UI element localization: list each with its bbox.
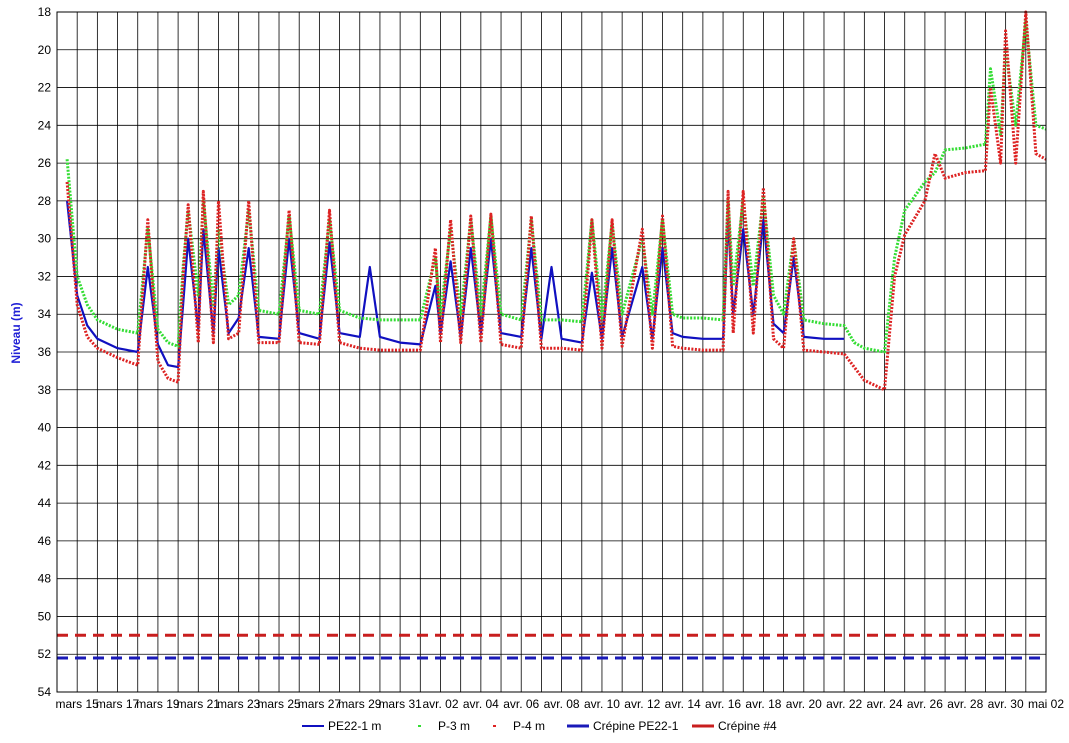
y-tick-label: 46 bbox=[38, 534, 52, 548]
x-tick-label: avr. 22 bbox=[826, 697, 862, 711]
legend-item: P-3 m bbox=[418, 719, 470, 733]
y-tick-label: 32 bbox=[38, 269, 52, 283]
x-tick-label: mars 29 bbox=[338, 697, 382, 711]
x-tick-label: mars 17 bbox=[96, 697, 140, 711]
x-tick-label: mars 23 bbox=[217, 697, 261, 711]
y-tick-label: 40 bbox=[38, 421, 52, 435]
axes: 18 20 22 24 26 28 30 32 34 36 38 40 42 44 46 48 50 52 54 ma… bbox=[38, 5, 1065, 711]
x-tick-label: mars 25 bbox=[257, 697, 301, 711]
legend-item: Crépine #4 bbox=[692, 719, 777, 733]
y-tick-label: 24 bbox=[38, 118, 52, 132]
y-tick-label: 30 bbox=[38, 232, 52, 246]
x-tick-label: avr. 26 bbox=[907, 697, 943, 711]
y-tick-label: 44 bbox=[38, 496, 52, 510]
y-tick-label: 20 bbox=[38, 43, 52, 57]
y-tick-label: 28 bbox=[38, 194, 52, 208]
x-tick-label: mars 21 bbox=[177, 697, 221, 711]
x-tick-label: mars 15 bbox=[56, 697, 100, 711]
x-tick-label: avr. 02 bbox=[422, 697, 458, 711]
y-tick-label: 34 bbox=[38, 307, 52, 321]
x-tick-label: avr. 20 bbox=[786, 697, 822, 711]
legend-item: Crépine PE22-1 bbox=[567, 719, 679, 733]
grid bbox=[56, 11, 1047, 693]
series-line-3 bbox=[65, 10, 1047, 392]
legend: PE22-1 m P-3 m P-4 m Crépine PE22-1 Crépine … bbox=[302, 719, 777, 733]
y-tick-label: 42 bbox=[38, 458, 52, 472]
plot-frame bbox=[56, 11, 1047, 693]
legend-item: PE22-1 m bbox=[302, 719, 381, 733]
legend-item: P-4 m bbox=[493, 719, 545, 733]
y-tick-label: 48 bbox=[38, 572, 52, 586]
x-tick-label: avr. 12 bbox=[624, 697, 660, 711]
x-tick-label: avr. 06 bbox=[503, 697, 539, 711]
y-tick-label: 54 bbox=[38, 685, 52, 699]
series-line-2 bbox=[65, 19, 1047, 354]
y-axis-label: Niveau (m) bbox=[9, 302, 23, 363]
x-tick-label: avr. 08 bbox=[544, 697, 580, 711]
y-tick-label: 22 bbox=[38, 81, 52, 95]
y-tick-label: 18 bbox=[38, 5, 52, 19]
y-tick-label: 50 bbox=[38, 609, 52, 623]
x-tick-label: mars 19 bbox=[136, 697, 180, 711]
x-tick-label: avr. 14 bbox=[665, 697, 701, 711]
x-tick-label: avr. 18 bbox=[745, 697, 781, 711]
y-tick-label: 52 bbox=[38, 647, 52, 661]
x-tick-label: avr. 24 bbox=[867, 697, 903, 711]
y-tick-label: 36 bbox=[38, 345, 52, 359]
series-layer bbox=[57, 10, 1047, 660]
x-tick-label: avr. 30 bbox=[988, 697, 1024, 711]
x-tick-label: mars 27 bbox=[298, 697, 342, 711]
x-tick-label: avr. 04 bbox=[463, 697, 499, 711]
x-tick-label: avr. 10 bbox=[584, 697, 620, 711]
legend-label: P-3 m bbox=[438, 719, 470, 733]
x-tick-label: avr. 28 bbox=[947, 697, 983, 711]
legend-label: P-4 m bbox=[513, 719, 545, 733]
legend-label: PE22-1 m bbox=[328, 719, 381, 733]
y-tick-label: 26 bbox=[38, 156, 52, 170]
legend-label: Crépine PE22-1 bbox=[593, 719, 679, 733]
x-tick-label: mars 31 bbox=[378, 697, 422, 711]
y-tick-label: 38 bbox=[38, 383, 52, 397]
x-tick-label: avr. 16 bbox=[705, 697, 741, 711]
legend-label: Crépine #4 bbox=[718, 719, 777, 733]
x-tick-label: mai 02 bbox=[1028, 697, 1064, 711]
